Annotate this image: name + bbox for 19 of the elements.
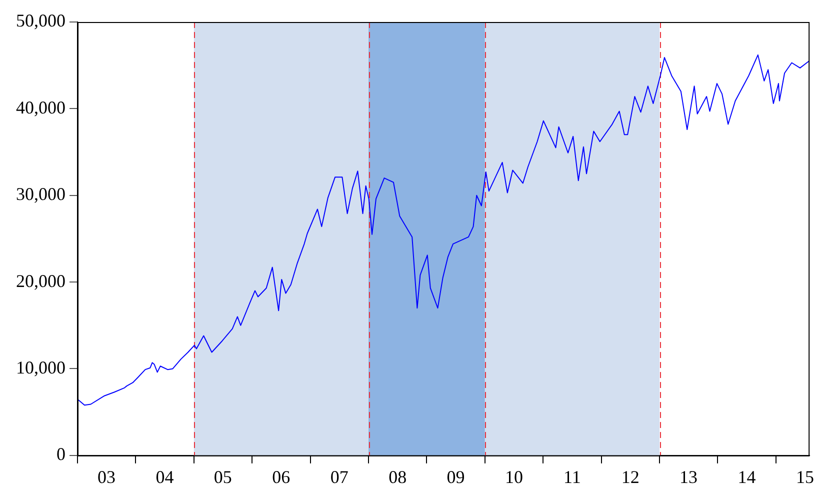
y-tick-label: 40,000 bbox=[16, 97, 66, 118]
x-tick-label: 09 bbox=[446, 466, 465, 487]
x-tick-label: 13 bbox=[680, 466, 698, 487]
x-tick-label: 15 bbox=[796, 466, 814, 487]
x-tick-label: 03 bbox=[98, 466, 116, 487]
x-tick-label: 12 bbox=[621, 466, 640, 487]
x-tick-label: 08 bbox=[388, 466, 407, 487]
y-tick-label: 10,000 bbox=[16, 357, 66, 378]
x-tick-label: 10 bbox=[504, 466, 523, 487]
y-tick-label: 20,000 bbox=[16, 270, 66, 291]
x-tick-label: 07 bbox=[330, 466, 348, 487]
x-tick-label: 04 bbox=[156, 466, 174, 487]
y-tick-label: 30,000 bbox=[16, 184, 66, 204]
x-tick-label: 06 bbox=[272, 466, 290, 487]
x-tick-label: 05 bbox=[214, 466, 232, 487]
x-tick-label: 14 bbox=[738, 466, 756, 487]
x-tick-label: 11 bbox=[563, 466, 581, 487]
y-tick-label: 50,000 bbox=[16, 10, 66, 31]
y-tick-label: 0 bbox=[56, 444, 66, 464]
